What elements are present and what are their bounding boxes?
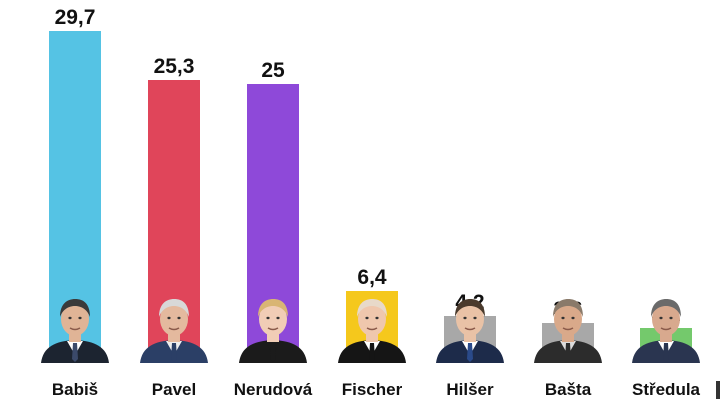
portrait-basta	[532, 293, 604, 363]
category-label-5: Bašta	[544, 380, 592, 399]
portrait-babis	[39, 293, 111, 363]
value-label-2: 25	[261, 59, 285, 82]
value-label-1: 25,3	[153, 55, 195, 78]
category-label-1: Pavel	[151, 380, 197, 399]
category-label-4: Hilšer	[446, 380, 494, 399]
value-label-3: 6,4	[357, 266, 387, 289]
category-label-2: Nerudová	[233, 380, 313, 399]
portrait-nerudova	[237, 293, 309, 363]
portrait-hilser	[434, 293, 506, 363]
edge-tick	[716, 381, 720, 399]
portrait-fischer	[336, 293, 408, 363]
category-label-0: Babiš	[51, 380, 99, 399]
value-label-0: 29,7	[54, 6, 96, 29]
category-label-6: Středula	[631, 380, 701, 399]
category-label-3: Fischer	[341, 380, 403, 399]
portrait-pavel	[138, 293, 210, 363]
portrait-stredula	[630, 293, 702, 363]
